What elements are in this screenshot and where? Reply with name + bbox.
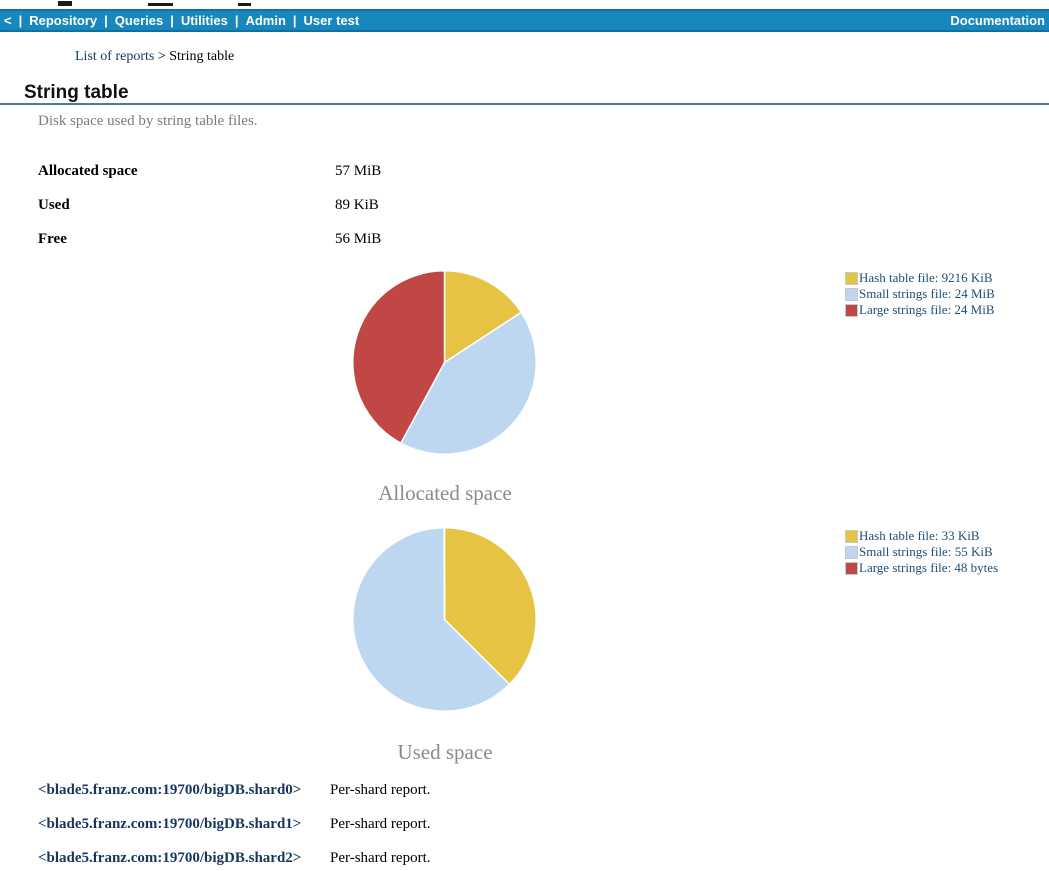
- nav-item-utilities[interactable]: Utilities: [180, 13, 228, 28]
- legend-swatch-small-strings: [845, 545, 858, 559]
- shard-report-description: Per-shard report.: [330, 782, 431, 798]
- legend-label: Hash table file: 9216 KiB: [859, 270, 993, 285]
- legend-swatch-hash-table: [845, 271, 858, 285]
- breadcrumb: List of reports > String table: [75, 49, 234, 65]
- legend-label: Hash table file: 33 KiB: [859, 528, 980, 543]
- pie-slice: [352, 527, 511, 712]
- shard1-link[interactable]: <blade5.franz.com:19700/bigDB.shard1>: [38, 816, 302, 832]
- pie-slice: [352, 270, 446, 444]
- stat-row-free: Free 56 MiB: [0, 231, 600, 251]
- legend-item: Hash table file: 33 KiB: [845, 528, 998, 544]
- clipped-text-artifact: [148, 3, 173, 6]
- stat-label: Allocated space: [38, 163, 138, 179]
- used-space-legend: Hash table file: 33 KiB Small strings fi…: [845, 528, 998, 576]
- shard-report-row: <blade5.franz.com:19700/bigDB.shard1> Pe…: [0, 816, 700, 836]
- nav-item-user-test[interactable]: User test: [303, 13, 360, 28]
- stat-value: 89 KiB: [335, 197, 379, 213]
- pie-slice: [443, 527, 537, 685]
- legend-item: Small strings file: 55 KiB: [845, 544, 998, 560]
- nav-separator: |: [170, 13, 174, 28]
- title-rule: [0, 103, 1049, 105]
- nav-item-repository[interactable]: Repository: [29, 13, 98, 28]
- legend-item: Hash table file: 9216 KiB: [845, 270, 995, 286]
- legend-label: Large strings file: 48 bytes: [859, 560, 999, 575]
- nav-separator: |: [18, 13, 23, 28]
- legend-swatch-large-strings: [845, 303, 858, 317]
- stat-row-allocated-space: Allocated space 57 MiB: [0, 163, 600, 183]
- shard-report-description: Per-shard report.: [330, 850, 431, 866]
- allocated-space-pie-chart: [352, 270, 537, 455]
- page-subtitle: Disk space used by string table files.: [38, 113, 258, 129]
- legend-label: Small strings file: 24 MiB: [859, 286, 995, 301]
- stat-value: 56 MiB: [335, 231, 382, 247]
- shard2-link[interactable]: <blade5.franz.com:19700/bigDB.shard2>: [38, 850, 302, 866]
- shard-report-row: <blade5.franz.com:19700/bigDB.shard2> Pe…: [0, 850, 700, 870]
- shard-report-description: Per-shard report.: [330, 816, 431, 832]
- clipped-text-artifact: [58, 1, 72, 6]
- shard0-link[interactable]: <blade5.franz.com:19700/bigDB.shard0>: [38, 782, 302, 798]
- allocated-space-legend: Hash table file: 9216 KiB Small strings …: [845, 270, 995, 318]
- breadcrumb-separator: >: [157, 49, 166, 64]
- top-nav-bar: < | Repository | Queries | Utilities | A…: [0, 9, 1049, 32]
- shard-report-row: <blade5.franz.com:19700/bigDB.shard0> Pe…: [0, 782, 700, 802]
- legend-label: Small strings file: 55 KiB: [859, 544, 993, 559]
- used-space-chart-title: Used space: [397, 740, 493, 764]
- legend-swatch-small-strings: [845, 287, 858, 301]
- nav-separator: |: [234, 13, 239, 28]
- nav-item-documentation[interactable]: Documentation: [950, 13, 1045, 28]
- clipped-text-artifact: [238, 3, 251, 6]
- nav-separator: |: [292, 13, 297, 28]
- legend-swatch-hash-table: [845, 529, 858, 543]
- legend-swatch-large-strings: [845, 561, 858, 575]
- nav-left-group: < | Repository | Queries | Utilities | A…: [4, 13, 359, 28]
- legend-item: Large strings file: 24 MiB: [845, 302, 995, 318]
- allocated-space-chart-title: Allocated space: [378, 481, 512, 505]
- stat-row-used: Used 89 KiB: [0, 197, 600, 217]
- nav-separator: |: [104, 13, 108, 28]
- legend-label: Large strings file: 24 MiB: [859, 302, 995, 317]
- legend-item: Small strings file: 24 MiB: [845, 286, 995, 302]
- stat-label: Used: [38, 197, 70, 213]
- nav-item-queries[interactable]: Queries: [114, 13, 164, 28]
- pie-slice: [400, 311, 537, 455]
- pie-slice: [443, 270, 522, 364]
- breadcrumb-list-of-reports-link[interactable]: List of reports: [75, 49, 155, 64]
- stat-label: Free: [38, 231, 67, 247]
- legend-item: Large strings file: 48 bytes: [845, 560, 998, 576]
- page-title: String table: [24, 82, 129, 103]
- nav-item-admin[interactable]: Admin: [245, 13, 286, 28]
- back-chevron-icon[interactable]: <: [4, 13, 12, 28]
- stat-value: 57 MiB: [335, 163, 382, 179]
- used-space-pie-chart: [352, 527, 537, 712]
- breadcrumb-current: String table: [169, 49, 235, 64]
